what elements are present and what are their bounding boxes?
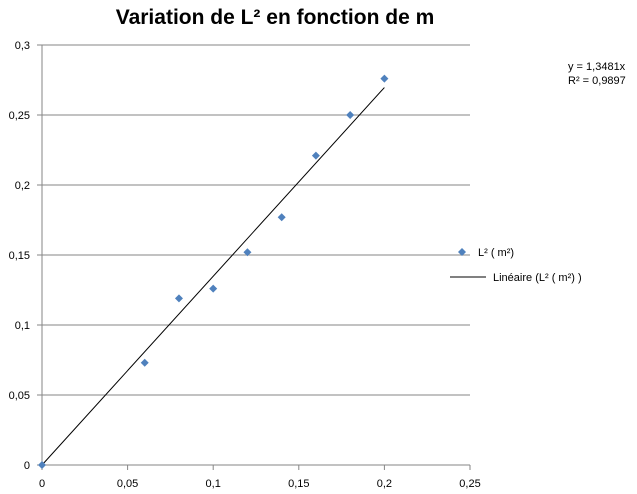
y-tick-label: 0,1 [15, 320, 30, 332]
x-tick-label: 0,05 [117, 478, 138, 490]
data-point [277, 213, 286, 222]
data-point [209, 284, 218, 293]
equation-text: y = 1,3481x [568, 61, 626, 73]
trendline-line [41, 87, 385, 466]
x-tick-label: 0,2 [377, 478, 392, 490]
y-tick-label: 0 [24, 460, 30, 472]
data-point [311, 151, 320, 160]
trendline-equation: y = 1,3481x R² = 0,9897 [568, 60, 626, 88]
y-tick-label: 0,05 [9, 390, 30, 402]
y-tick-label: 0,25 [9, 110, 30, 122]
x-tick-label: 0,25 [459, 478, 480, 490]
data-point [38, 461, 46, 469]
y-tick-label: 0,15 [9, 250, 30, 262]
r-squared-text: R² = 0,9897 [568, 75, 626, 87]
data-point [140, 358, 149, 367]
legend-series-label: L² ( m²) [478, 247, 514, 259]
grid-lines [42, 44, 470, 396]
legend-trendline-label: Linéaire (L² ( m²) ) [493, 272, 582, 284]
y-tick-label: 0,2 [15, 180, 30, 192]
legend-marker-diamond [458, 248, 466, 256]
trendline [41, 87, 385, 466]
tick-labels: 0 0,05 0,1 0,15 0,2 0,25 0,3 0 0,05 0,1 0,15 0,2 0,2… [9, 40, 481, 490]
x-tick-label: 0,15 [288, 478, 309, 490]
data-point [243, 248, 252, 257]
data-point [380, 74, 389, 83]
data-point [174, 294, 183, 303]
y-tick-label: 0,3 [15, 40, 30, 52]
x-tick-label: 0 [39, 478, 45, 490]
legend: L² ( m²) Linéaire (L² ( m²) ) [450, 247, 582, 284]
data-point [346, 111, 355, 119]
x-tick-label: 0,1 [206, 478, 221, 490]
chart-title: Variation de L² en fonction de m [115, 6, 435, 29]
data-points [38, 74, 389, 469]
axes [37, 44, 471, 470]
